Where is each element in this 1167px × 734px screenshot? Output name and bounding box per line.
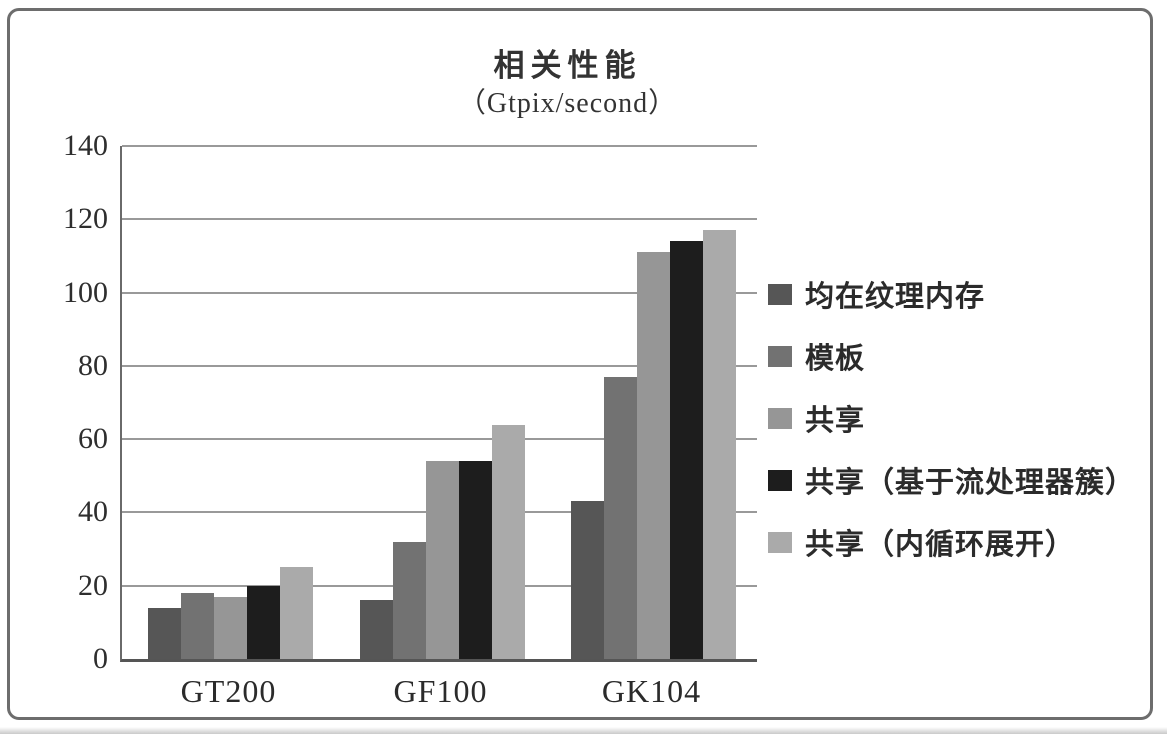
bar-GK104-series-4: [703, 230, 736, 659]
bar-GK104-series-3: [670, 241, 703, 659]
chart-title: 相关性能: [493, 48, 642, 83]
bar-GT200-series-2: [214, 596, 247, 659]
ytick-label-20: 20: [78, 568, 108, 602]
legend-item-2: 共享: [768, 401, 1135, 437]
bar-GK104-series-1: [604, 376, 637, 659]
bar-GT200-series-1: [181, 593, 214, 659]
gridline-100: [122, 291, 757, 294]
xtick-label-GT200: GT200: [180, 673, 277, 709]
xtick-label-GK104: GK104: [601, 673, 702, 709]
ytick-label-100: 100: [63, 275, 108, 309]
legend-item-3: 共享（基于流处理器簇）: [768, 463, 1135, 499]
ytick-label-80: 80: [78, 348, 108, 382]
legend-label: 模板: [805, 343, 866, 375]
scan-edge-shadow: [0, 727, 1167, 734]
legend-swatch-icon: [768, 407, 792, 429]
legend-label: 共享（内循环展开）: [805, 529, 1076, 561]
ytick-label-60: 60: [78, 422, 108, 456]
gridline-60: [122, 438, 757, 441]
legend-swatch-icon: [768, 531, 792, 553]
legend-swatch-icon: [768, 283, 792, 305]
bar-GT200-series-3: [247, 585, 280, 659]
legend-item-4: 共享（内循环展开）: [768, 525, 1135, 561]
ytick-label-140: 140: [63, 129, 108, 162]
bar-GK104-series-2: [637, 252, 670, 659]
ytick-label-0: 0: [93, 642, 108, 675]
legend-swatch-icon: [768, 469, 792, 491]
bar-GT200-series-4: [280, 567, 313, 659]
legend-label: 均在纹理内存: [805, 281, 986, 313]
figure-border: 相关性能 （Gtpix/second） 0 20 40 60 80 100 120 140 G…: [7, 8, 1153, 720]
bar-GF100-series-2: [426, 461, 459, 659]
xtick-label-GF100: GF100: [393, 673, 488, 709]
bar-GF100-series-4: [492, 424, 525, 659]
chart-header: 相关性能 （Gtpix/second）: [120, 47, 1015, 121]
legend: 均在纹理内存 模板共享共享（基于流处理器簇） 共享（内循环展开）: [768, 277, 1135, 587]
legend-item-1: 模板: [768, 339, 1135, 375]
bar-GF100-series-3: [459, 461, 492, 659]
ytick-label-120: 120: [63, 202, 108, 236]
chart-subtitle: （Gtpix/second）: [457, 87, 678, 119]
plot-area: [120, 145, 757, 662]
legend-swatch-icon: [768, 345, 792, 367]
gridline-140: [122, 145, 757, 147]
bar-GT200-series-0: [148, 607, 181, 659]
bar-GK104-series-0: [571, 501, 604, 659]
gridline-120: [122, 218, 757, 221]
legend-label: 共享: [805, 405, 866, 437]
ytick-label-40: 40: [78, 495, 108, 529]
gridline-80: [122, 364, 757, 367]
bar-GF100-series-0: [360, 600, 393, 659]
legend-label: 共享（基于流处理器簇）: [805, 467, 1136, 499]
bar-GF100-series-1: [393, 541, 426, 659]
legend-item-0: 均在纹理内存: [768, 277, 1135, 313]
